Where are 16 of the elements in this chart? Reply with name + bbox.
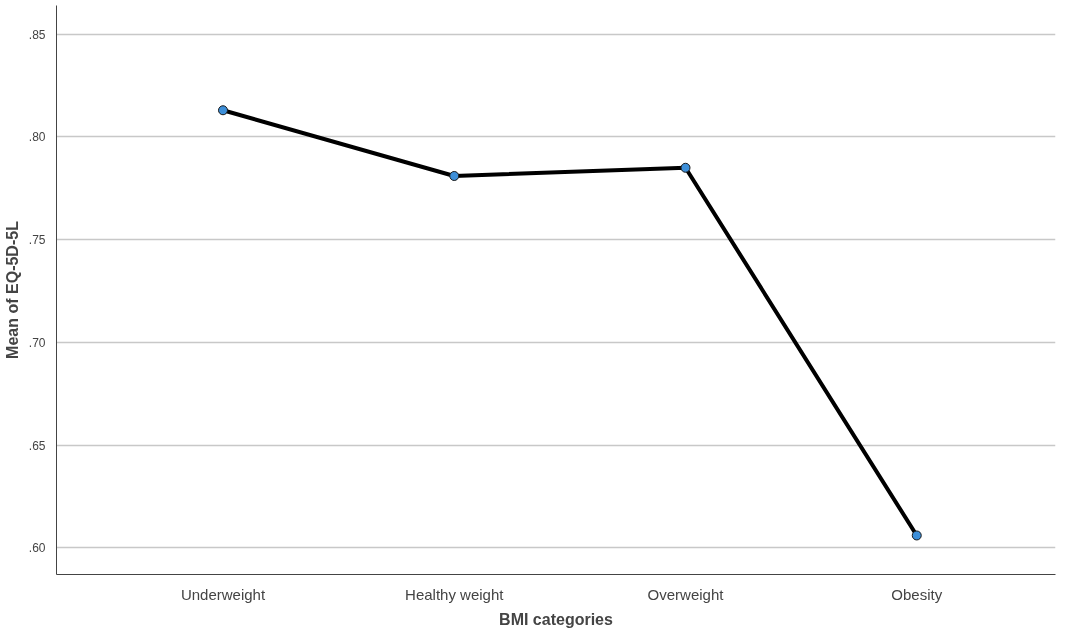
y-tick-label: .80: [28, 130, 46, 145]
x-tick-label: Obesity: [891, 585, 943, 603]
y-tick-label: .70: [28, 335, 46, 350]
x-axis-title: BMI categories: [499, 610, 614, 628]
point: [218, 105, 228, 116]
y-tick-label: .60: [28, 541, 46, 556]
x-tick-label: Underweight: [180, 585, 266, 603]
y-axis-title: Mean of EQ-5D-5L: [3, 220, 21, 359]
point: [680, 162, 691, 173]
point: [449, 171, 460, 181]
y-tick-label: .85: [28, 27, 46, 42]
y-tick-label: .65: [28, 438, 46, 453]
point: [911, 530, 922, 541]
x-tick-label: Healthy weight: [405, 585, 505, 603]
x-tick-label: Overweight: [647, 585, 725, 603]
y-tick-label: .75: [28, 233, 46, 248]
